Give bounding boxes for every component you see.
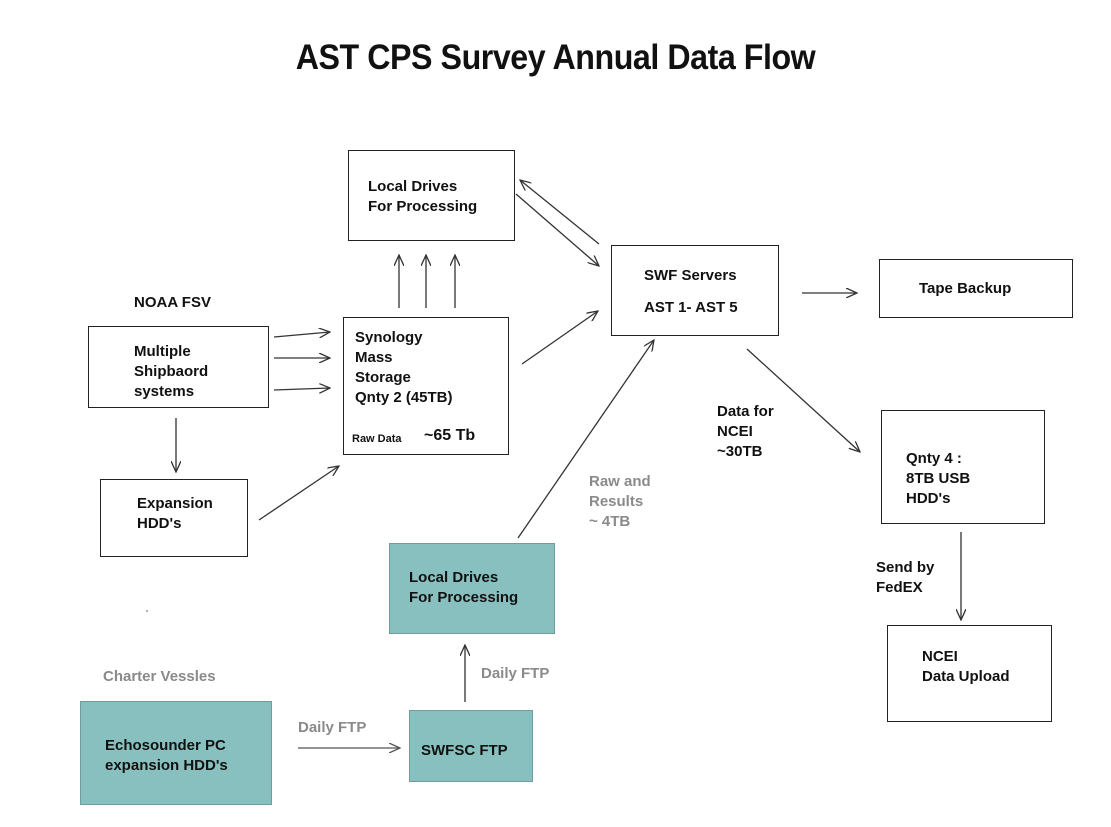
arrow-shipboard-to-synology-3 xyxy=(273,388,330,390)
expansion-hdds-box: Expansion HDD's xyxy=(100,479,248,557)
usb-hdds-box: Qnty 4 : 8TB USB HDD's xyxy=(881,410,1045,524)
teal-local-drives-text: Local Drives For Processing xyxy=(409,569,519,606)
raw-data-size: ~65 Tb xyxy=(424,427,476,444)
arrow-servers-to-usb xyxy=(746,348,860,452)
arrow-shipboard-to-synology-1 xyxy=(273,332,330,337)
synology-text: Synology Mass Storage Qnty 2 (45TB) xyxy=(355,329,453,406)
arrow-teal-local-to-servers xyxy=(517,340,654,539)
stray-dot xyxy=(146,610,148,612)
swf-servers-title: SWF Servers xyxy=(644,267,737,284)
noaa-fsv-label: NOAA FSV xyxy=(134,294,211,311)
tape-backup-text: Tape Backup xyxy=(919,280,1012,297)
ncei-upload-box: NCEI Data Upload xyxy=(887,625,1052,722)
charter-vessels-label: Charter Vessles xyxy=(103,668,216,685)
swfsc-ftp-box: SWFSC FTP xyxy=(409,710,533,782)
raw-data-label: Raw Data xyxy=(352,433,402,445)
daily-ftp-up-label: Daily FTP xyxy=(481,665,550,682)
echosounder-text: Echosounder PC expansion HDD's xyxy=(105,737,228,774)
data-for-ncei-label: Data for NCEI ~30TB xyxy=(717,403,774,460)
page-title: AST CPS Survey Annual Data Flow xyxy=(295,38,816,77)
multiple-shipboard-box: Multiple Shipbaord systems xyxy=(88,326,269,408)
arrow-synology-to-servers xyxy=(521,311,598,365)
raw-and-results-label: Raw and Results ~ 4TB xyxy=(589,473,651,530)
swf-servers-range: AST 1- AST 5 xyxy=(644,299,738,316)
expansion-hdds-text: Expansion HDD's xyxy=(137,495,213,532)
swfsc-ftp-text: SWFSC FTP xyxy=(421,742,508,759)
local-drives-text: Local Drives For Processing xyxy=(368,178,478,215)
arrow-expansion-to-synology xyxy=(258,466,339,521)
echosounder-box: Echosounder PC expansion HDD's xyxy=(80,701,272,805)
multiple-shipboard-text: Multiple Shipbaord systems xyxy=(134,343,209,400)
daily-ftp-right-label: Daily FTP xyxy=(298,719,367,736)
usb-hdds-text: Qnty 4 : 8TB USB HDD's xyxy=(906,450,971,507)
arrow-servers-to-local xyxy=(520,180,600,245)
swf-servers-box: SWF Servers AST 1- AST 5 xyxy=(611,245,779,336)
ncei-upload-text: NCEI Data Upload xyxy=(922,648,1010,685)
tape-backup-box: Tape Backup xyxy=(879,259,1073,318)
teal-local-drives-box: Local Drives For Processing xyxy=(389,543,555,634)
send-by-fedex-label: Send by FedEX xyxy=(876,559,935,596)
arrow-local-to-servers xyxy=(515,193,599,266)
synology-storage-box: Synology Mass Storage Qnty 2 (45TB) Raw … xyxy=(343,317,509,455)
local-drives-box: Local Drives For Processing xyxy=(348,150,515,241)
